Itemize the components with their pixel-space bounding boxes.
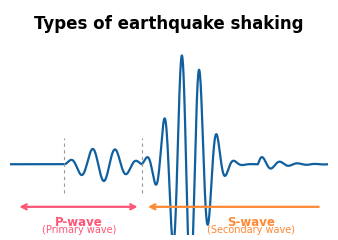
Text: S-wave: S-wave xyxy=(227,216,275,229)
Text: P-wave: P-wave xyxy=(55,216,103,229)
Text: (Primary wave): (Primary wave) xyxy=(42,225,116,235)
Text: (Secondary wave): (Secondary wave) xyxy=(207,225,295,235)
Text: Types of earthquake shaking: Types of earthquake shaking xyxy=(34,15,304,33)
